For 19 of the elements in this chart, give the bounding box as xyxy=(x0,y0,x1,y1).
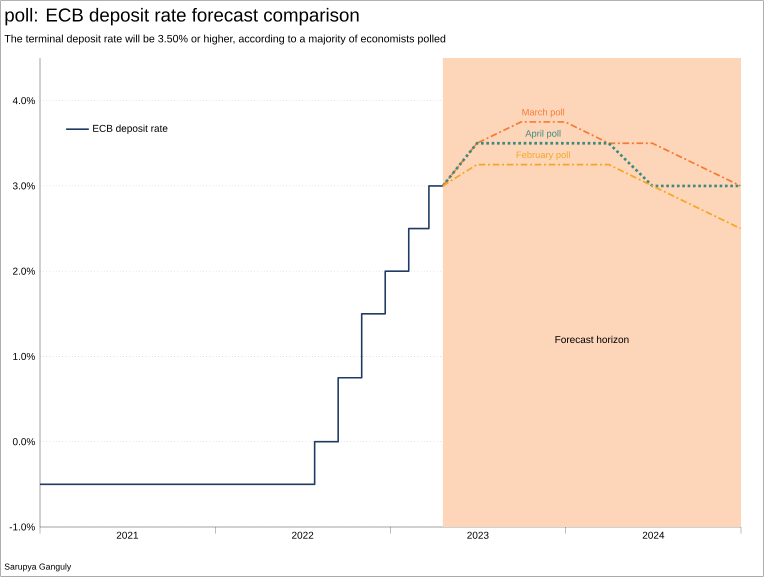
x-tick-label: 2024 xyxy=(642,532,664,539)
chart-title: poll: ECB deposit rate forecast comparison xyxy=(5,8,359,26)
series-label: February poll xyxy=(516,151,570,160)
text: Sarupya Ganguly xyxy=(4,563,72,572)
legend-label: ECB deposit rate xyxy=(93,124,168,134)
x-tick-label: 2022 xyxy=(292,532,314,539)
x-tick-label: 2021 xyxy=(116,532,138,539)
chart-subtitle: The terminal deposit rate will be 3.50% or higher, according to a majority of economists polled xyxy=(4,34,446,45)
y-tick-label: -1.0% xyxy=(10,523,35,531)
y-tick-label: 2.0% xyxy=(13,268,35,275)
y-tick-label: 0.0% xyxy=(12,438,35,446)
y-tick-label: 1.0% xyxy=(13,352,35,360)
series-label: April poll xyxy=(525,130,560,139)
series-label: March poll xyxy=(522,108,564,118)
line-series xyxy=(442,121,742,187)
band-label: Forecast horizon xyxy=(555,336,628,344)
y-tick-label: 3.0% xyxy=(12,182,35,190)
x-tick-label: 2023 xyxy=(467,532,489,539)
y-tick-label: 4.0% xyxy=(12,97,35,104)
